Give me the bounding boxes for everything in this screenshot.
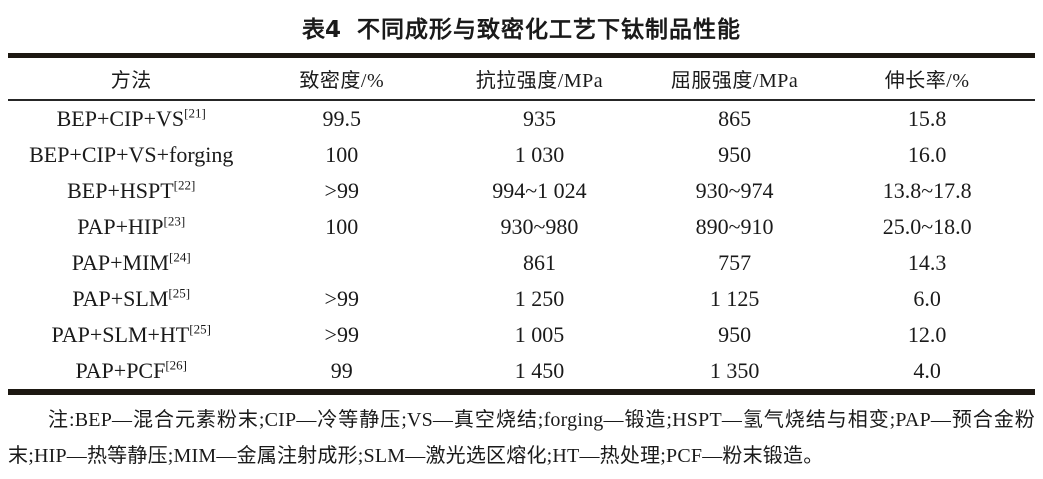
table-row: PAP+HIP[23] 100 930~980 890~910 25.0~18.… (8, 209, 1035, 245)
elongation-cell: 4.0 (913, 358, 941, 383)
elongation-cell: 14.3 (907, 250, 947, 275)
table-title-text: 不同成形与致密化工艺下钛制品性能 (357, 16, 741, 43)
method-cell: BEP+CIP+VS[21] (8, 100, 254, 137)
column-header-density: 致密度/% (254, 55, 430, 101)
method-cell: PAP+SLM+HT[25] (8, 317, 254, 353)
density-cell: 100 (325, 214, 359, 239)
method-label: PAP+SLM+HT (51, 322, 190, 347)
density-cell: 100 (325, 142, 359, 167)
table-row: BEP+CIP+VS[21] 99.5 935 865 15.8 (8, 100, 1035, 137)
yield-cell: 757 (718, 250, 752, 275)
citation-ref: [23] (163, 213, 186, 229)
yield-cell: 1 125 (709, 286, 760, 311)
column-header-method: 方法 (8, 55, 255, 101)
yield-cell: 865 (718, 106, 752, 131)
method-label: BEP+CIP+VS (56, 106, 185, 131)
yield-cell: 950 (718, 322, 752, 347)
density-cell: >99 (324, 178, 359, 203)
tensile-cell: 861 (522, 250, 556, 275)
method-label: PAP+PCF (75, 358, 166, 383)
density-cell (254, 245, 429, 281)
method-label: PAP+HIP (77, 214, 164, 239)
citation-ref: [22] (173, 177, 196, 193)
table-row: PAP+PCF[26] 99 1 450 1 350 4.0 (8, 353, 1035, 392)
method-label: PAP+SLM (72, 286, 169, 311)
tensile-cell: 1 450 (514, 358, 565, 383)
citation-ref: [21] (184, 105, 206, 121)
elongation-cell: 13.8~17.8 (882, 178, 972, 203)
column-header-elongation: 伸长率/% (819, 55, 1035, 101)
table-row: BEP+HSPT[22] >99 994~1 024 930~974 13.8~… (8, 173, 1035, 209)
table-title: 表4 不同成形与致密化工艺下钛制品性能 (8, 0, 1035, 53)
citation-ref: [24] (169, 249, 191, 265)
tensile-cell: 1 030 (514, 142, 565, 167)
method-label: PAP+MIM (71, 250, 169, 275)
yield-cell: 930~974 (695, 178, 774, 203)
elongation-cell: 25.0~18.0 (882, 214, 972, 239)
citation-ref: [25] (189, 321, 211, 337)
table-row: PAP+MIM[24] 861 757 14.3 (8, 245, 1035, 281)
method-cell: BEP+HSPT[22] (8, 173, 254, 209)
elongation-cell: 16.0 (907, 142, 947, 167)
method-cell: PAP+MIM[24] (8, 245, 254, 281)
method-label: BEP+HSPT (67, 178, 174, 203)
tensile-cell: 1 005 (514, 322, 565, 347)
density-cell: 99 (330, 358, 353, 383)
table-row: PAP+SLM+HT[25] >99 1 005 950 12.0 (8, 317, 1035, 353)
table-number: 表4 (301, 16, 341, 43)
column-header-yield: 屈服强度/MPa (649, 55, 820, 101)
elongation-cell: 12.0 (907, 322, 947, 347)
table-note: 注:BEP—混合元素粉末;CIP—冷等静压;VS—真空烧结;forging—锻造… (8, 409, 1035, 467)
method-cell: PAP+HIP[23] (8, 209, 254, 245)
tensile-cell: 994~1 024 (492, 178, 587, 203)
elongation-cell: 15.8 (907, 106, 947, 131)
performance-table: 方法 致密度/% 抗拉强度/MPa 屈服强度/MPa 伸长率/% BEP+CIP… (8, 53, 1035, 395)
density-cell: 99.5 (322, 106, 362, 131)
yield-cell: 1 350 (709, 358, 760, 383)
elongation-cell: 6.0 (913, 286, 941, 311)
tensile-cell: 1 250 (514, 286, 565, 311)
density-cell: >99 (324, 322, 359, 347)
yield-cell: 950 (718, 142, 752, 167)
citation-ref: [26] (165, 357, 188, 373)
method-cell: BEP+CIP+VS+forging (8, 137, 254, 173)
tensile-cell: 930~980 (500, 214, 579, 239)
density-cell: >99 (324, 286, 359, 311)
table-row: BEP+CIP+VS+forging 100 1 030 950 16.0 (8, 137, 1035, 173)
method-cell: PAP+PCF[26] (8, 353, 254, 392)
citation-ref: [25] (168, 285, 191, 301)
table-row: PAP+SLM[25] >99 1 250 1 125 6.0 (8, 281, 1035, 317)
column-header-tensile: 抗拉强度/MPa (429, 55, 650, 101)
tensile-cell: 935 (522, 106, 556, 131)
table-header-row: 方法 致密度/% 抗拉强度/MPa 屈服强度/MPa 伸长率/% (8, 55, 1035, 101)
yield-cell: 890~910 (695, 214, 774, 239)
method-cell: PAP+SLM[25] (8, 281, 254, 317)
method-label: BEP+CIP+VS+forging (29, 142, 234, 167)
